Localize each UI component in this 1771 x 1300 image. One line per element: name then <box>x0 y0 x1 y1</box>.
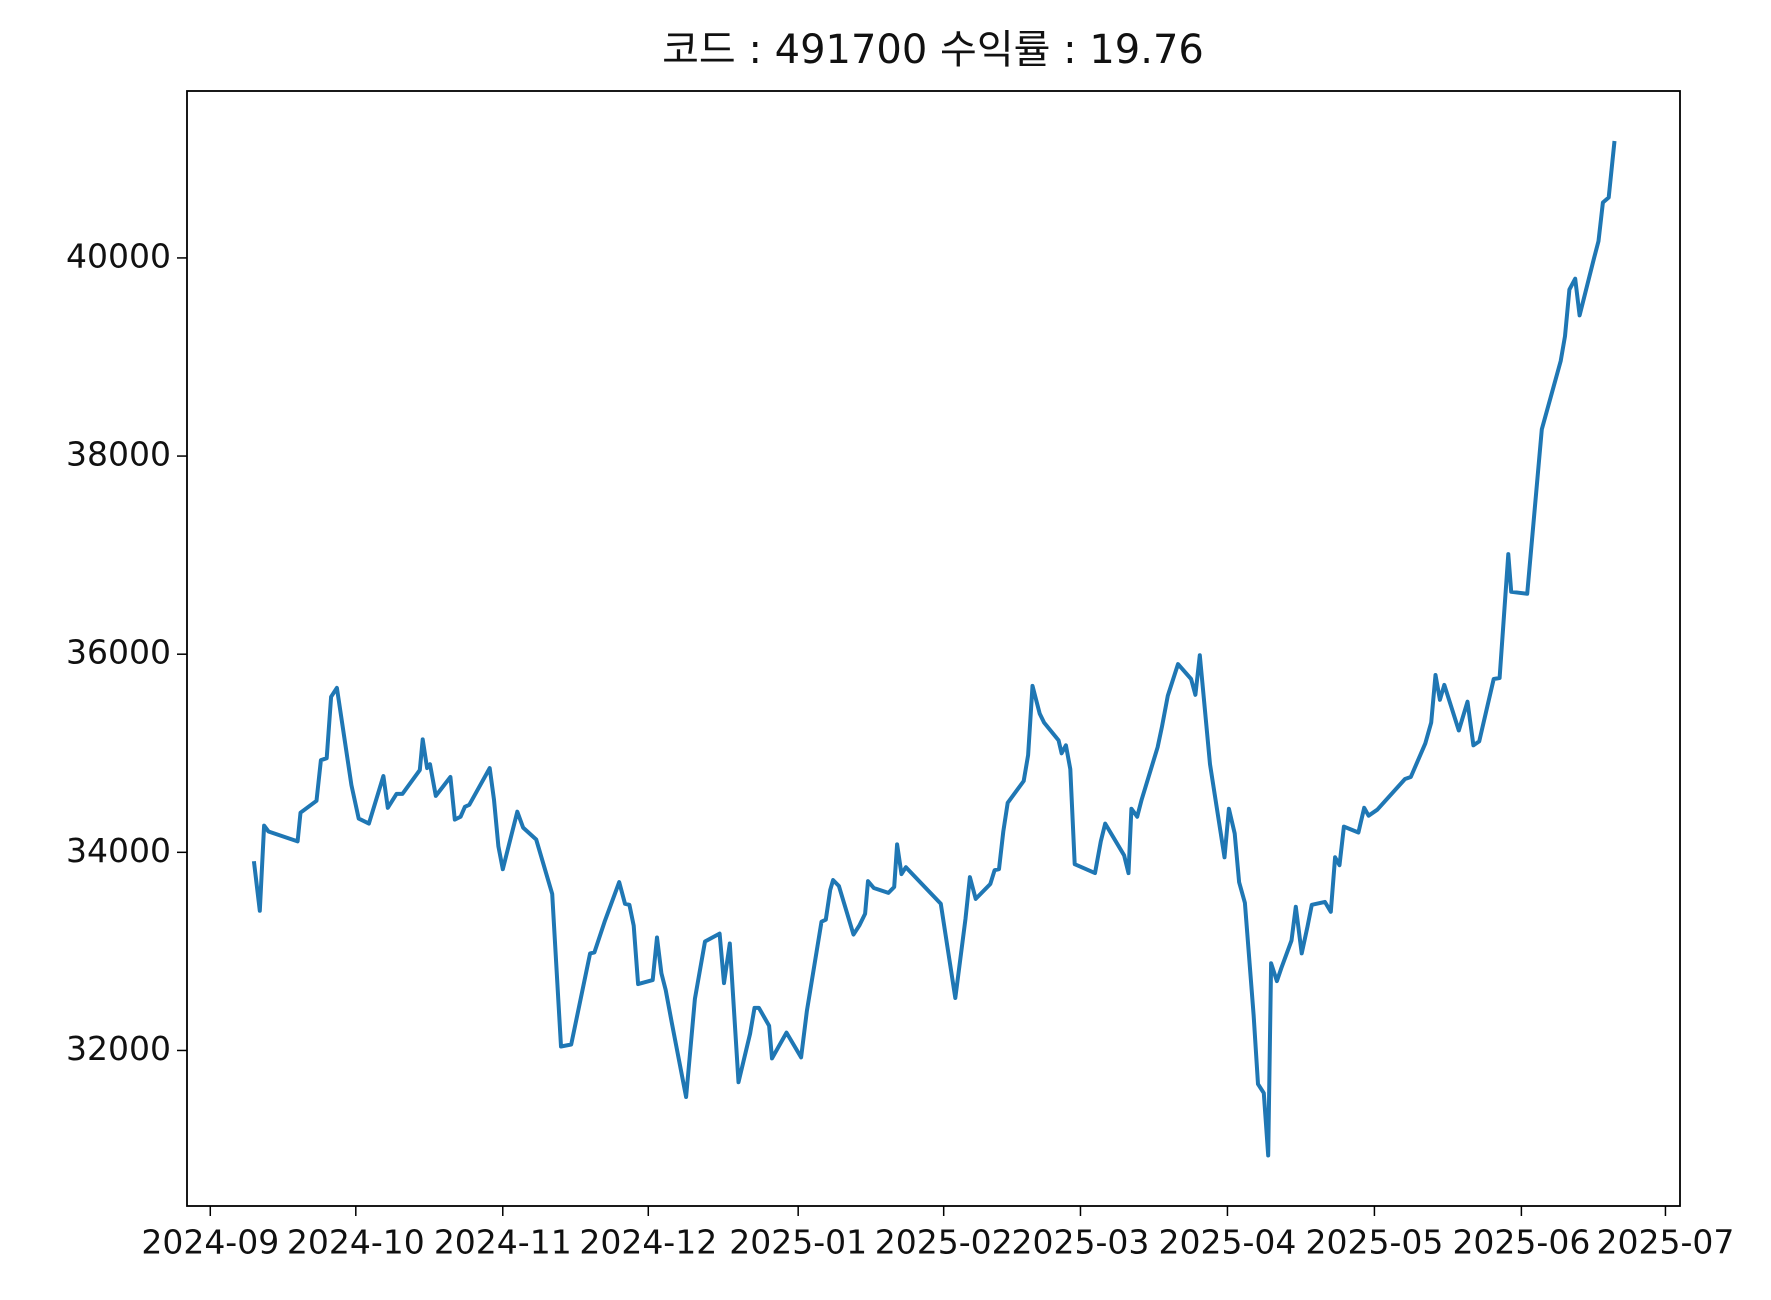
y-tick-label: 34000 <box>66 831 171 870</box>
x-tick-label: 2024-09 <box>141 1223 279 1262</box>
x-tick-label: 2024-12 <box>579 1223 717 1262</box>
x-tick-label: 2024-10 <box>287 1223 425 1262</box>
plot-frame <box>186 90 1681 1207</box>
y-tick-label: 38000 <box>66 435 171 474</box>
x-tick-label: 2025-06 <box>1452 1223 1590 1262</box>
line-series <box>251 140 1617 1158</box>
x-tick-label: 2024-11 <box>434 1223 572 1262</box>
y-tick-label: 36000 <box>66 633 171 672</box>
y-tick-label: 32000 <box>66 1029 171 1068</box>
x-tick-label: 2025-02 <box>875 1223 1013 1262</box>
x-tick-label: 2025-04 <box>1158 1223 1296 1262</box>
x-tick-label: 2025-05 <box>1305 1223 1443 1262</box>
x-tick-label: 2025-01 <box>729 1223 867 1262</box>
x-tick-label: 2025-07 <box>1597 1223 1735 1262</box>
chart-title: 코드 : 491700 수익률 : 19.76 <box>662 27 1204 73</box>
y-tick-label: 40000 <box>66 236 171 275</box>
x-tick-label: 2025-03 <box>1012 1223 1150 1262</box>
